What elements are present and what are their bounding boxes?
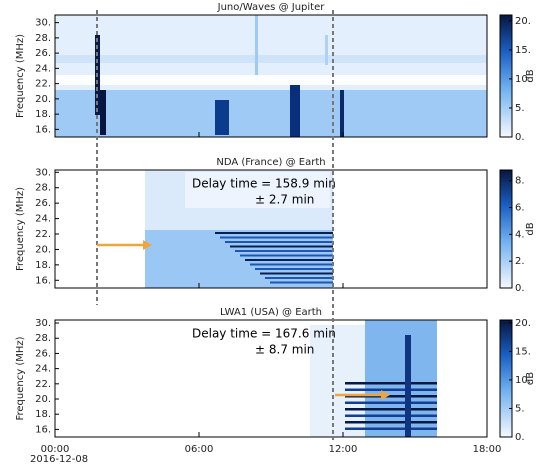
colorbar-tick-label: 4. [515,229,525,240]
y-tick-label: 28. [35,33,51,44]
colorbar-tick-label: 8. [515,176,525,187]
annotation-box [185,172,330,208]
spectrogram-line [270,281,333,284]
y-tick-label: 26. [35,48,51,59]
y-tick-label: 22. [35,79,51,90]
spectrogram-burst [255,15,258,75]
arrow-head [143,240,152,250]
colorbar [499,169,513,289]
annotation: Delay time = 158.9 min [192,177,336,191]
spectrogram-burst [100,90,106,135]
spectrogram-line [345,388,437,391]
x-tick-label: 12:00 [329,444,358,455]
plot-frame [54,319,488,438]
colorbar-label: dB [525,372,536,385]
spectrogram-burst [215,100,229,135]
y-tick-label: 20. [35,94,51,105]
colorbar [499,319,513,438]
colorbar-tick-label: 5. [515,103,525,114]
spectrogram-line [345,421,437,424]
y-tick-label: 28. [35,183,51,194]
x-tick-label: 18:00 [473,444,502,455]
y-tick-label: 22. [35,229,51,240]
spectrogram-line [345,382,437,385]
spectrogram-line [345,408,437,411]
spectrogram-burst [340,90,344,137]
y-tick-label: 24. [35,63,51,74]
y-tick-label: 20. [35,244,51,255]
x-tick-label: 00:00 [41,444,70,455]
spectrogram-band [55,90,487,137]
spectrogram-band [55,75,487,85]
colorbar-tick-label: 6. [515,203,525,214]
spectrogram-line [345,427,437,430]
spectrogram-band [55,55,487,63]
colorbar-label: dB [525,222,536,235]
spectrogram-line [215,232,333,234]
colorbar-tick-label: 0. [515,432,525,443]
y-tick-label: 22. [35,379,51,390]
panel-title: LWA1 (USA) @ Earth [220,307,322,318]
spectrogram-line [255,268,333,270]
y-axis-label: Frequency (MHz) [15,34,26,118]
panel-title: Juno/Waves @ Jupiter [217,2,326,13]
y-tick-label: 16. [35,424,51,435]
colorbar-tick-label: 5. [515,403,525,414]
y-tick-label: 28. [35,333,51,344]
y-tick-label: 20. [35,394,51,405]
y-tick-label: 30. [35,167,51,178]
colorbar-tick-label: 15. [515,45,531,56]
spectrogram-line [345,414,437,417]
spectrogram-line [260,272,333,275]
spectrogram-line [220,236,333,239]
spectrogram-line [230,245,333,248]
plot-frame [54,14,488,138]
y-tick-label: 30. [35,18,51,29]
y-tick-label: 24. [35,214,51,225]
colorbar-tick-label: 2. [515,256,525,267]
spectrogram-bg [365,320,437,437]
x-tick-label: 06:00 [185,444,214,455]
y-tick-label: 30. [35,318,51,329]
y-tick-label: 18. [35,260,51,271]
colorbar [499,14,513,138]
colorbar-tick-label: 0. [515,283,525,294]
y-axis-label: Frequency (MHz) [15,336,26,420]
panel-title: NDA (France) @ Earth [216,157,325,168]
arrow-head [381,390,390,400]
date-label: 2016-12-08 [30,454,88,464]
spectrogram-line [245,259,333,261]
y-tick-label: 26. [35,348,51,359]
spectrogram-line [345,401,437,404]
spectrogram-burst [405,335,411,437]
y-tick-label: 18. [35,409,51,420]
spectrogram-burst [290,85,300,137]
annotation: ± 2.7 min [255,193,314,207]
spectrogram-burst [325,35,328,65]
y-axis-label: Frequency (MHz) [15,187,26,271]
y-tick-label: 24. [35,364,51,375]
spectrogram-line [240,254,333,257]
spectrogram-line [235,250,333,252]
y-tick-label: 16. [35,124,51,135]
colorbar-tick-label: 0. [515,132,525,143]
spectrogram-line [250,263,333,266]
colorbar-tick-label: 15. [515,346,531,357]
colorbar-tick-label: 20. [515,16,531,27]
y-tick-label: 26. [35,198,51,209]
colorbar-label: dB [525,69,536,82]
annotation: Delay time = 167.6 min [192,327,336,341]
annotation: ± 8.7 min [255,343,314,357]
spectrogram-line [265,277,333,279]
y-tick-label: 18. [35,109,51,120]
colorbar-tick-label: 10. [515,375,531,386]
y-tick-label: 16. [35,275,51,286]
spectrogram-line [225,241,333,243]
spectrogram-line [345,395,437,398]
plot-frame [54,169,488,289]
colorbar-tick-label: 20. [515,318,531,329]
colorbar-tick-label: 10. [515,74,531,85]
